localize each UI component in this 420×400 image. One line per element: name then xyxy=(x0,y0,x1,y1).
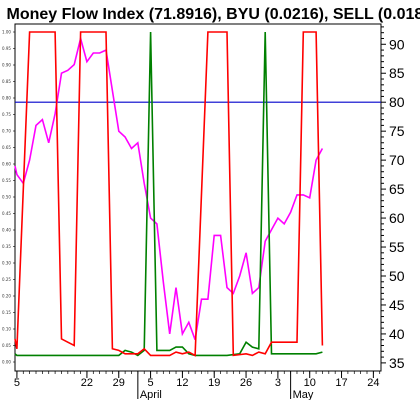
series-line-money-flow-index xyxy=(14,35,324,340)
x-tick-label: 12 xyxy=(176,377,188,389)
left-y-tick-label: 0.70 xyxy=(2,129,11,134)
left-y-tick-label: 0.15 xyxy=(2,310,11,315)
plot-frame xyxy=(14,23,382,372)
left-y-tick-label: 0.75 xyxy=(2,112,11,117)
left-y-tick-label: 0.25 xyxy=(2,277,11,282)
month-label: May xyxy=(293,389,314,400)
left-y-tick-label: 0.20 xyxy=(2,294,11,299)
right-y-tick-label: 50 xyxy=(389,268,405,284)
right-y-tick-label: 40 xyxy=(389,326,405,342)
right-y-tick-label: 80 xyxy=(389,94,405,110)
x-tick-label: 10 xyxy=(304,377,316,389)
series-lines xyxy=(14,31,324,357)
chart-title: Money Flow Index (71.8916), BYU (0.0216)… xyxy=(7,6,420,23)
right-y-tick-label: 90 xyxy=(389,36,405,52)
month-label: April xyxy=(140,389,162,400)
x-tick-label: 3 xyxy=(275,377,281,389)
left-y-tick-label: 0.60 xyxy=(2,162,11,167)
x-tick-label: 29 xyxy=(113,377,125,389)
plot-border xyxy=(14,23,382,372)
left-y-tick-label: 1.00 xyxy=(2,30,11,35)
right-y-axis: 35 40 45 50 55 60 65 70 75 80 85 90 xyxy=(381,26,405,371)
right-y-tick-label: 55 xyxy=(389,239,405,255)
right-y-tick-label: 60 xyxy=(389,210,405,226)
right-y-tick-label: 35 xyxy=(389,355,405,371)
left-y-tick-label: 0.65 xyxy=(2,145,11,150)
left-y-tick-label: 0.80 xyxy=(2,96,11,101)
left-y-tick-label: 0.95 xyxy=(2,46,11,51)
left-y-tick-label: 0.10 xyxy=(2,327,11,332)
right-y-tick-label: 65 xyxy=(389,181,405,197)
left-y-tick-label: 0.00 xyxy=(2,360,11,365)
left-y-tick-label: 0.45 xyxy=(2,211,11,216)
left-y-tick-label: 0.05 xyxy=(2,343,11,348)
right-y-tick-label: 70 xyxy=(389,152,405,168)
left-y-tick-label: 0.40 xyxy=(2,228,11,233)
x-tick-label: 5 xyxy=(14,377,20,389)
x-axis: 5 22 29 5 12 19 26 3 10 17 24 April May xyxy=(14,371,381,400)
left-y-tick-label: 0.30 xyxy=(2,261,11,266)
right-y-tick-label: 45 xyxy=(389,297,405,313)
left-y-tick-label: 0.50 xyxy=(2,195,11,200)
left-y-tick-label: 0.55 xyxy=(2,178,11,183)
left-y-tick-label: 0.35 xyxy=(2,244,11,249)
x-tick-label: 17 xyxy=(335,377,347,389)
right-y-tick-label: 85 xyxy=(389,65,405,81)
series-line-byu xyxy=(14,31,323,357)
x-tick-label: 19 xyxy=(208,377,220,389)
x-tick-label: 26 xyxy=(240,377,252,389)
x-tick-label: 24 xyxy=(367,377,379,389)
left-y-tick-label: 0.85 xyxy=(2,79,11,84)
series-line-sell xyxy=(14,31,324,357)
x-tick-label: 22 xyxy=(81,377,93,389)
right-y-tick-label: 75 xyxy=(389,123,405,139)
left-y-tick-label: 0.90 xyxy=(2,63,11,68)
left-y-axis: 0.00 0.05 0.10 0.15 0.20 0.25 0.30 0.35 0.40 0.45… xyxy=(2,30,15,365)
x-tick-label: 5 xyxy=(148,377,154,389)
